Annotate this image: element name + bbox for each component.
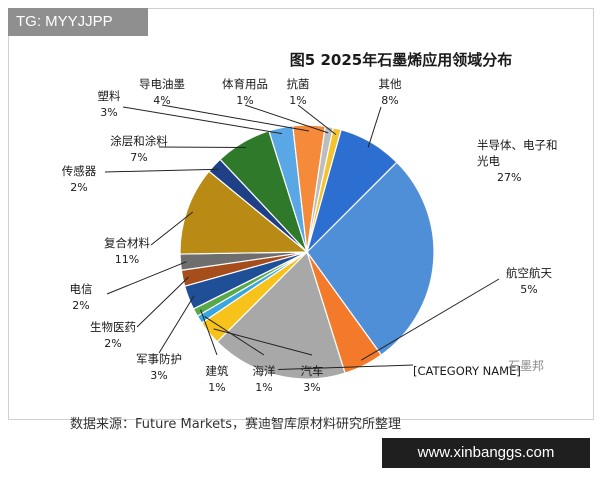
slice-value-8: 2% xyxy=(72,299,89,312)
slice-label-6: 军事防护 xyxy=(136,352,182,366)
leader-line-4 xyxy=(204,315,265,356)
slice-label-8: 电信 xyxy=(70,282,93,296)
watermark: 石墨邦 xyxy=(508,357,544,374)
leader-line-14 xyxy=(244,104,329,134)
slice-label-13: 导电油墨 xyxy=(139,77,185,91)
leader-line-5 xyxy=(200,309,218,356)
slice-value-12: 3% xyxy=(100,106,117,119)
slice-label-0: 半导体、电子和光电 xyxy=(477,138,558,168)
slice-label-9: 复合材料 xyxy=(104,236,150,250)
slice-value-16: 8% xyxy=(381,94,398,107)
leader-line-10 xyxy=(104,168,219,173)
slice-value-14: 1% xyxy=(236,94,253,107)
slice-value-9: 11% xyxy=(115,253,139,266)
slice-label-4: 海洋 xyxy=(253,364,276,378)
slice-value-7: 2% xyxy=(104,337,121,350)
slice-label-15: 抗菌 xyxy=(287,77,310,91)
pie-slice-9 xyxy=(179,170,309,255)
leader-line-2 xyxy=(278,364,414,370)
slice-value-3: 3% xyxy=(303,381,320,394)
slice-value-5: 1% xyxy=(208,381,225,394)
leader-line-8 xyxy=(106,261,187,295)
slice-value-6: 3% xyxy=(150,369,167,382)
url-badge: www.xinbanggs.com xyxy=(382,438,590,468)
pie-chart: 图5 2025年石墨烯应用领域分布 半导体、电子和光电 27% 航空航天 5% [CAT… xyxy=(62,51,558,394)
pie-slice-0 xyxy=(306,161,435,356)
pie-slice-16 xyxy=(305,128,398,255)
chart-frame: 图5 2025年石墨烯应用领域分布 半导体、电子和光电 27% 航空航天 5% [CAT… xyxy=(8,8,594,420)
slice-value-0: 27% xyxy=(497,171,521,184)
slice-label-10: 传感器 xyxy=(62,164,97,178)
slice-label-2: [CATEGORY NAME] xyxy=(413,364,521,378)
leader-line-6 xyxy=(158,295,195,354)
slice-label-3: 汽车 xyxy=(301,364,324,378)
chart-title: 图5 2025年石墨烯应用领域分布 xyxy=(290,51,512,69)
slice-value-4: 1% xyxy=(255,381,272,394)
tag-label: TG: MYYJJPP xyxy=(8,8,148,36)
slice-value-11: 7% xyxy=(130,151,147,164)
leader-line-12 xyxy=(122,106,283,135)
leader-line-1 xyxy=(360,278,500,361)
leader-line-11 xyxy=(158,146,246,148)
leader-line-16 xyxy=(367,106,382,148)
slice-value-10: 2% xyxy=(70,181,87,194)
slice-label-14: 体育用品 xyxy=(222,77,268,91)
slice-label-5: 建筑 xyxy=(206,364,229,378)
slice-label-7: 生物医药 xyxy=(90,320,136,334)
leader-line-15 xyxy=(297,104,337,135)
watermark-text: 石墨邦 xyxy=(508,359,545,373)
pie-slice-2 xyxy=(216,250,346,380)
leader-line-7 xyxy=(136,276,189,328)
slice-label-12: 塑料 xyxy=(98,89,121,103)
slice-value-15: 1% xyxy=(289,94,306,107)
slice-label-1: 航空航天 xyxy=(506,266,552,280)
source-note: 数据来源：Future Markets，赛迪智库原材料研究所整理 xyxy=(70,417,401,432)
slice-label-16: 其他 xyxy=(379,77,402,91)
slice-value-13: 4% xyxy=(153,94,170,107)
slice-value-1: 5% xyxy=(520,283,537,296)
leader-line-9 xyxy=(150,211,194,246)
leader-line-13 xyxy=(161,104,309,132)
slice-label-11: 涂层和涂料 xyxy=(110,134,168,148)
